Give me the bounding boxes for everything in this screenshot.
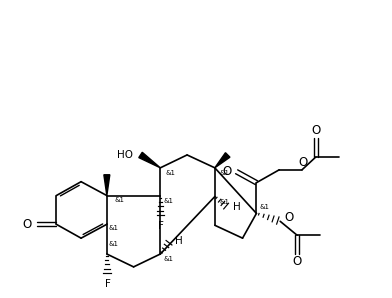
Text: O: O [22,218,31,231]
Polygon shape [139,152,160,168]
Text: O: O [284,211,294,224]
Text: &1: &1 [260,204,269,210]
Text: H: H [233,202,240,212]
Text: O: O [292,255,302,268]
Text: &1: &1 [220,170,230,176]
Text: HO: HO [116,150,132,160]
Text: &1: &1 [163,198,173,204]
Text: F: F [105,279,111,289]
Text: F: F [158,221,164,231]
Text: &1: &1 [220,198,230,204]
Text: &1: &1 [109,241,119,247]
Polygon shape [104,175,110,195]
Text: &1: &1 [163,256,173,262]
Text: &1: &1 [115,196,125,203]
Text: O: O [298,156,308,169]
Text: O: O [311,124,321,137]
Text: O: O [222,165,232,178]
Text: H: H [175,236,183,246]
Polygon shape [215,153,230,168]
Text: &1: &1 [109,225,119,231]
Text: &1: &1 [165,170,175,176]
